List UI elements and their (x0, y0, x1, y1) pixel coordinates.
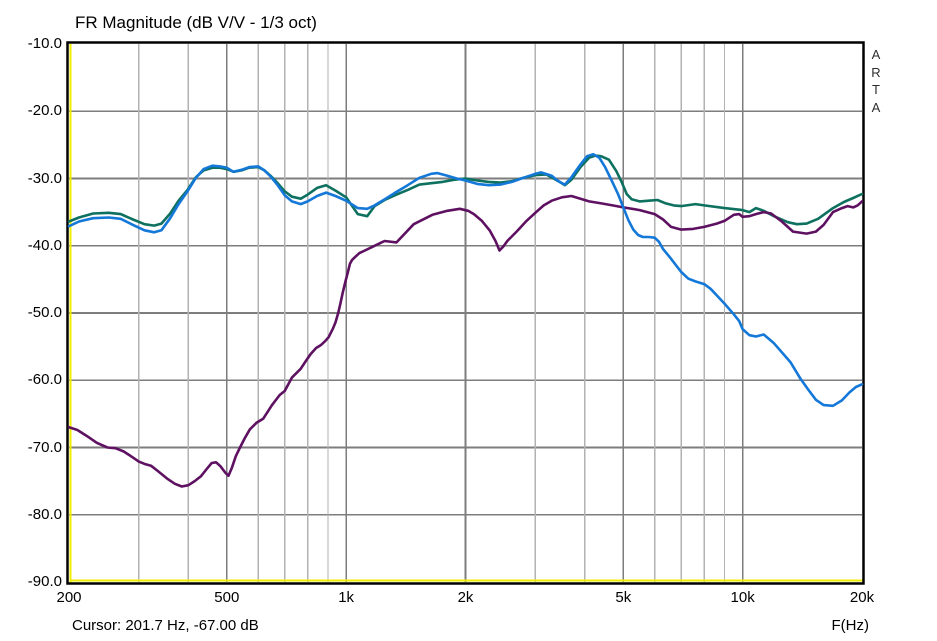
watermark-letter: R (871, 64, 881, 80)
y-tick-label: -60.0 (27, 371, 62, 389)
x-tick-label: 2k (457, 589, 474, 606)
y-tick-label: -40.0 (27, 236, 62, 254)
page-title: FR Magnitude (dB V/V - 1/3 oct) (75, 13, 317, 32)
x-tick-label: 500 (214, 589, 240, 606)
y-tick-label: -10.0 (27, 35, 62, 52)
plot-inner-edge-left (69, 44, 72, 583)
y-tick-label: -30.0 (27, 169, 62, 187)
x-axis-unit-label: F(Hz) (831, 617, 870, 634)
y-tick-label: -70.0 (27, 438, 62, 456)
curve-purple-trace (67, 194, 864, 488)
watermark-letter: A (871, 47, 881, 62)
x-tick-label: 20k (849, 589, 875, 606)
y-tick-label: -20.0 (27, 102, 62, 120)
curve-blue-trace (67, 153, 864, 408)
plot-inner-edge-bottom (69, 579, 864, 582)
watermark-letter: T (872, 82, 880, 97)
x-tick-label: 200 (56, 589, 82, 606)
plot-border (66, 41, 865, 585)
y-tick-label: -80.0 (27, 505, 62, 523)
y-tick-label: -50.0 (27, 304, 62, 321)
y-tick-label: -90.0 (27, 573, 62, 590)
x-tick-label: 5k (615, 589, 632, 606)
x-tick-label: 1k (338, 589, 355, 606)
cursor-readout: Cursor: 201.7 Hz, -67.00 dB (72, 617, 259, 634)
x-tick-label: 10k (730, 589, 755, 606)
watermark-letter: A (871, 99, 881, 115)
